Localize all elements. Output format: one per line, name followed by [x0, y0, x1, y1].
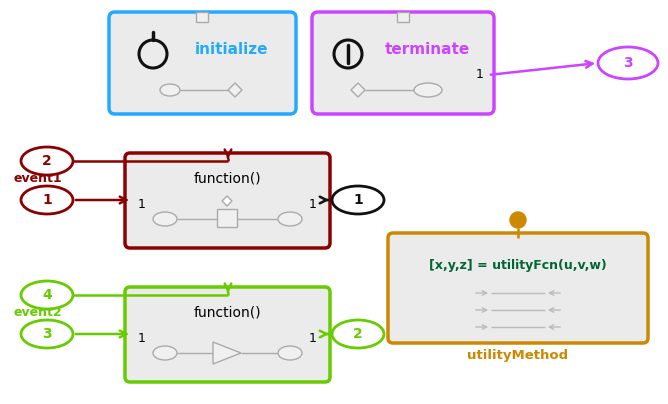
Text: 3: 3: [42, 327, 52, 341]
Text: 1: 1: [138, 332, 146, 345]
Text: 1: 1: [309, 198, 317, 212]
Polygon shape: [351, 83, 365, 97]
Ellipse shape: [278, 346, 302, 360]
Text: 4: 4: [42, 288, 52, 302]
Text: event2: event2: [13, 307, 61, 320]
Text: 2: 2: [42, 154, 52, 168]
Ellipse shape: [278, 212, 302, 226]
Text: utilityMethod: utilityMethod: [468, 349, 568, 362]
Polygon shape: [213, 342, 241, 364]
Ellipse shape: [153, 212, 177, 226]
Text: 3: 3: [623, 56, 633, 70]
Text: 1: 1: [138, 198, 146, 212]
Ellipse shape: [21, 147, 73, 175]
Ellipse shape: [332, 186, 384, 214]
Text: terminate: terminate: [385, 42, 470, 57]
Circle shape: [510, 212, 526, 228]
Text: [x,y,z] = utilityFcn(u,v,w): [x,y,z] = utilityFcn(u,v,w): [429, 259, 607, 273]
Ellipse shape: [153, 346, 177, 360]
FancyBboxPatch shape: [125, 153, 330, 248]
Text: function(): function(): [193, 305, 261, 319]
FancyBboxPatch shape: [388, 233, 648, 343]
Ellipse shape: [21, 320, 73, 348]
Text: initialize: initialize: [195, 42, 269, 57]
FancyBboxPatch shape: [312, 12, 494, 114]
Text: 1: 1: [42, 193, 52, 207]
Bar: [196, 12, 208, 22]
Text: 1: 1: [353, 193, 363, 207]
Text: 1: 1: [476, 69, 484, 82]
Text: 2: 2: [353, 327, 363, 341]
Ellipse shape: [21, 281, 73, 309]
Bar: [217, 209, 237, 227]
Text: function(): function(): [193, 171, 261, 185]
Ellipse shape: [21, 186, 73, 214]
FancyBboxPatch shape: [109, 12, 296, 114]
Text: 1: 1: [309, 332, 317, 345]
Polygon shape: [222, 196, 232, 206]
Ellipse shape: [160, 84, 180, 96]
Text: event1: event1: [13, 172, 61, 185]
Bar: [397, 12, 409, 22]
Ellipse shape: [414, 83, 442, 97]
Ellipse shape: [332, 320, 384, 348]
Ellipse shape: [598, 47, 658, 79]
Polygon shape: [228, 83, 242, 97]
FancyBboxPatch shape: [125, 287, 330, 382]
